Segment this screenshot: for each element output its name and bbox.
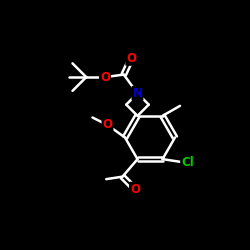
Text: O: O [130,183,140,196]
Text: O: O [100,70,110,84]
Text: O: O [126,52,136,65]
Text: Cl: Cl [181,156,194,170]
Text: O: O [102,118,113,132]
Text: N: N [132,87,142,100]
